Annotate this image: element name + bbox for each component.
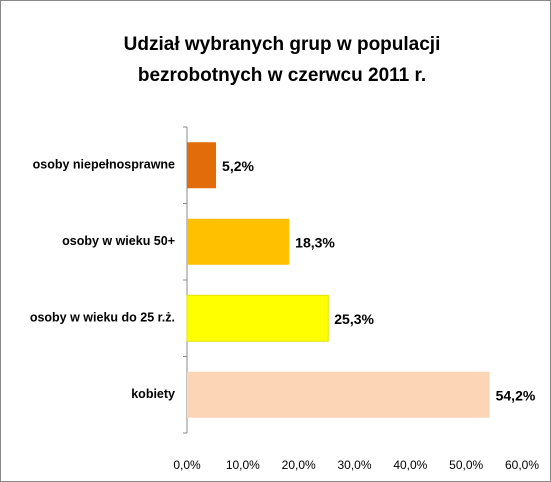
x-tick-label: 40,0% bbox=[393, 458, 427, 472]
y-tick-label: osoby niepełnosprawne bbox=[33, 158, 175, 172]
bar bbox=[187, 371, 490, 418]
value-label: 5,2% bbox=[222, 158, 254, 174]
y-tick-label: osoby w wieku 50+ bbox=[62, 234, 175, 248]
chart-title: Udział wybranych grup w populacji bbox=[124, 34, 441, 55]
value-label: 25,3% bbox=[334, 311, 374, 327]
bar bbox=[187, 218, 290, 265]
x-tick-label: 10,0% bbox=[226, 458, 260, 472]
x-tick-label: 60,0% bbox=[505, 458, 539, 472]
y-tick-label: osoby w wieku do 25 r.ż. bbox=[30, 311, 175, 325]
bar bbox=[187, 142, 217, 189]
value-label: 18,3% bbox=[295, 234, 335, 250]
x-tick-label: 20,0% bbox=[282, 458, 316, 472]
value-label: 54,2% bbox=[496, 387, 536, 403]
x-tick-label: 50,0% bbox=[449, 458, 483, 472]
bar bbox=[186, 294, 329, 342]
x-tick-label: 30,0% bbox=[337, 458, 371, 472]
chart-title: bezrobotnych w czerwcu 2011 r. bbox=[138, 65, 426, 86]
x-tick-label: 0,0% bbox=[173, 458, 201, 472]
y-tick-label: kobiety bbox=[131, 387, 175, 401]
